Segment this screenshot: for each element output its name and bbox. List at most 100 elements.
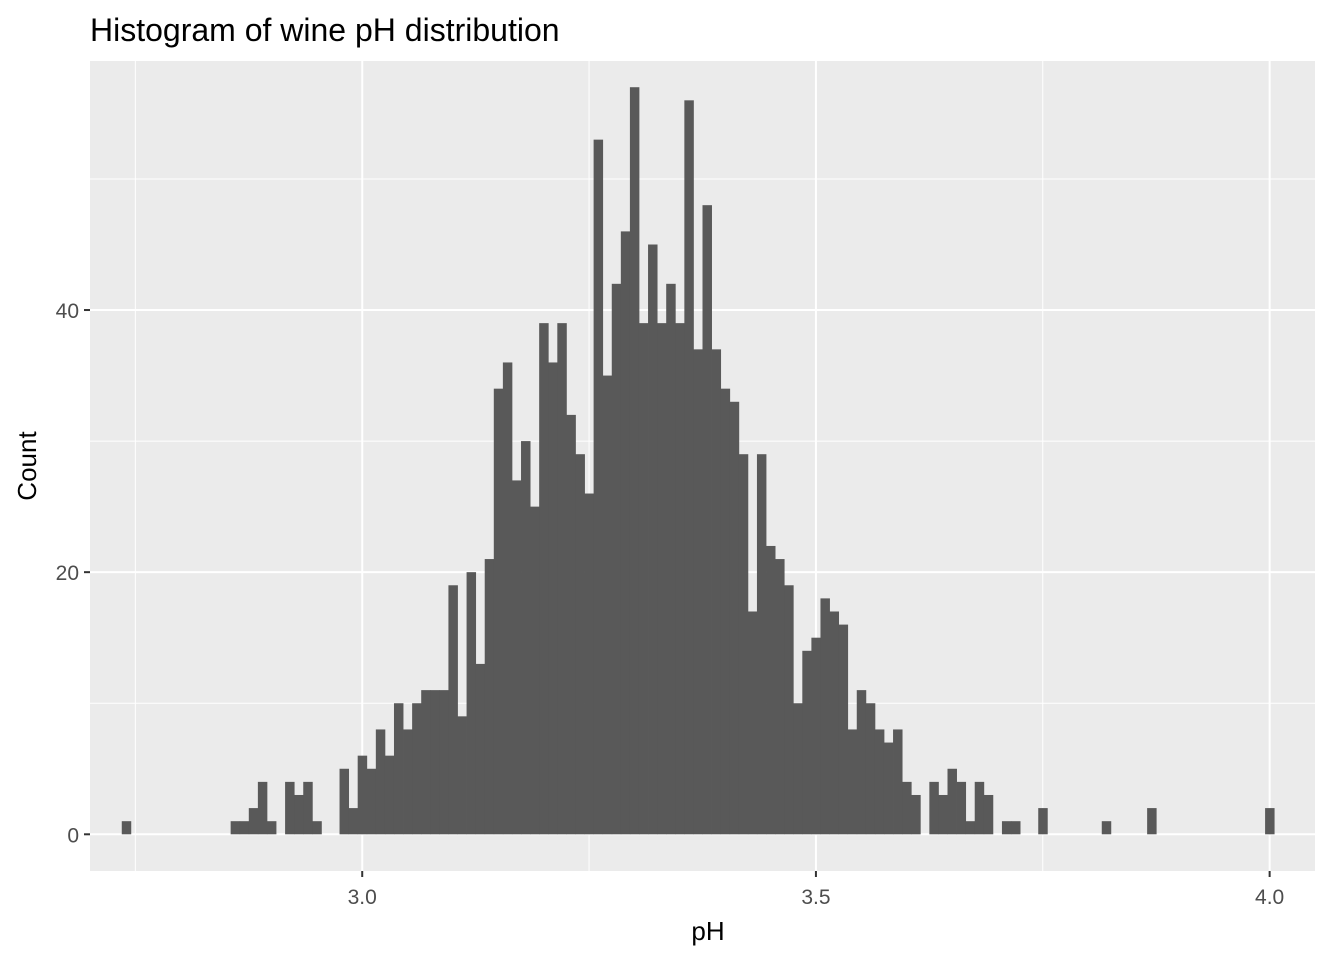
histogram-bar: [393, 703, 404, 835]
histogram-bar: [974, 781, 985, 835]
histogram-bar: [711, 349, 722, 835]
histogram-bar: [266, 821, 277, 835]
histogram-bar: [1147, 808, 1157, 835]
histogram-bar: [548, 362, 558, 835]
histogram-bar: [648, 244, 658, 835]
histogram-bar: [575, 454, 585, 835]
histogram-bar: [121, 821, 132, 835]
histogram-bar: [303, 781, 313, 835]
histogram-bar: [357, 755, 368, 835]
histogram-bar: [666, 283, 676, 835]
x-axis: 3.0 3.5 4.0: [348, 871, 1284, 909]
histogram-bar: [1101, 821, 1112, 835]
histogram-bar: [856, 690, 867, 835]
histogram-bar: [530, 506, 540, 835]
histogram-bar: [1038, 808, 1048, 835]
histogram-bar: [312, 821, 322, 835]
histogram-bar: [965, 821, 976, 835]
histogram-bar: [439, 690, 449, 835]
histogram-bar: [248, 808, 259, 835]
histogram-bar: [883, 742, 894, 835]
histogram-bar: [384, 755, 395, 835]
histogram-bar: [348, 808, 359, 835]
histogram-bar: [584, 493, 595, 835]
histogram-bar: [793, 703, 803, 835]
histogram-bar: [375, 729, 386, 835]
histogram-bar: [902, 781, 912, 835]
x-tick-label: 3.0: [348, 886, 377, 909]
histogram-bar: [938, 794, 948, 835]
histogram-bar: [502, 362, 513, 835]
y-tick-label: 0: [67, 824, 79, 847]
histogram-bar: [729, 401, 740, 835]
histogram-bar: [747, 611, 758, 835]
histogram-bar: [956, 781, 967, 835]
histogram-bar: [294, 794, 304, 835]
histogram-bar: [720, 388, 731, 835]
histogram-bar: [893, 729, 903, 835]
histogram-bar: [430, 690, 440, 835]
histogram-bar: [775, 559, 785, 835]
histogram-bar: [611, 283, 622, 835]
histogram-bar: [983, 794, 994, 835]
histogram-bar: [257, 781, 268, 835]
histogram-bar: [802, 650, 812, 835]
histogram-bar: [457, 716, 467, 835]
histogram-bar: [484, 559, 495, 835]
histogram-bar: [929, 781, 939, 835]
histogram-bar: [657, 323, 667, 835]
histogram-bar: [1011, 821, 1021, 835]
y-axis: 0 20 40: [56, 300, 90, 847]
histogram-bar: [412, 703, 422, 835]
histogram-bar: [339, 768, 350, 835]
histogram-bar: [675, 323, 685, 835]
histogram-bar: [593, 139, 604, 835]
histogram-bar: [947, 768, 957, 835]
histogram-bar: [784, 585, 794, 835]
histogram-bar: [738, 454, 749, 835]
histogram-bar: [684, 100, 694, 835]
histogram-bar: [566, 414, 576, 835]
histogram-bar: [366, 768, 377, 835]
histogram-bar: [811, 637, 821, 835]
histogram-bar: [285, 781, 295, 835]
histogram-bar: [838, 624, 849, 835]
histogram-bars: [121, 87, 1275, 835]
histogram-bar: [865, 703, 876, 835]
histogram-bar: [638, 323, 649, 835]
histogram-bar: [511, 480, 522, 835]
histogram-bar: [403, 729, 413, 835]
histogram-bar: [239, 821, 250, 835]
histogram-bar: [829, 611, 840, 835]
x-tick-label: 3.5: [801, 886, 830, 909]
y-axis-label: Count: [12, 431, 42, 501]
histogram-bar: [602, 375, 613, 835]
histogram-bar: [493, 388, 504, 835]
histogram-bar: [421, 690, 431, 835]
histogram-bar: [466, 572, 477, 835]
histogram-bar: [539, 323, 549, 835]
histogram-bar: [820, 598, 830, 835]
histogram-bar: [448, 585, 458, 835]
histogram-bar: [230, 821, 241, 835]
histogram-bar: [756, 454, 767, 835]
histogram-bar: [702, 205, 712, 835]
x-axis-label: pH: [691, 916, 724, 946]
x-tick-label: 4.0: [1255, 886, 1284, 909]
histogram-bar: [1265, 808, 1275, 835]
histogram-bar: [629, 87, 640, 835]
chart-title: Histogram of wine pH distribution: [90, 12, 560, 48]
histogram-bar: [766, 545, 776, 835]
histogram-bar: [693, 349, 703, 835]
histogram-bar: [1001, 821, 1012, 835]
histogram-bar: [557, 323, 567, 835]
histogram-bar: [911, 794, 921, 835]
y-tick-label: 40: [56, 300, 79, 323]
histogram-bar: [475, 663, 486, 835]
histogram-bar: [620, 231, 631, 835]
y-tick-label: 20: [56, 562, 79, 585]
histogram-bar: [521, 441, 531, 835]
histogram-bar: [847, 729, 858, 835]
